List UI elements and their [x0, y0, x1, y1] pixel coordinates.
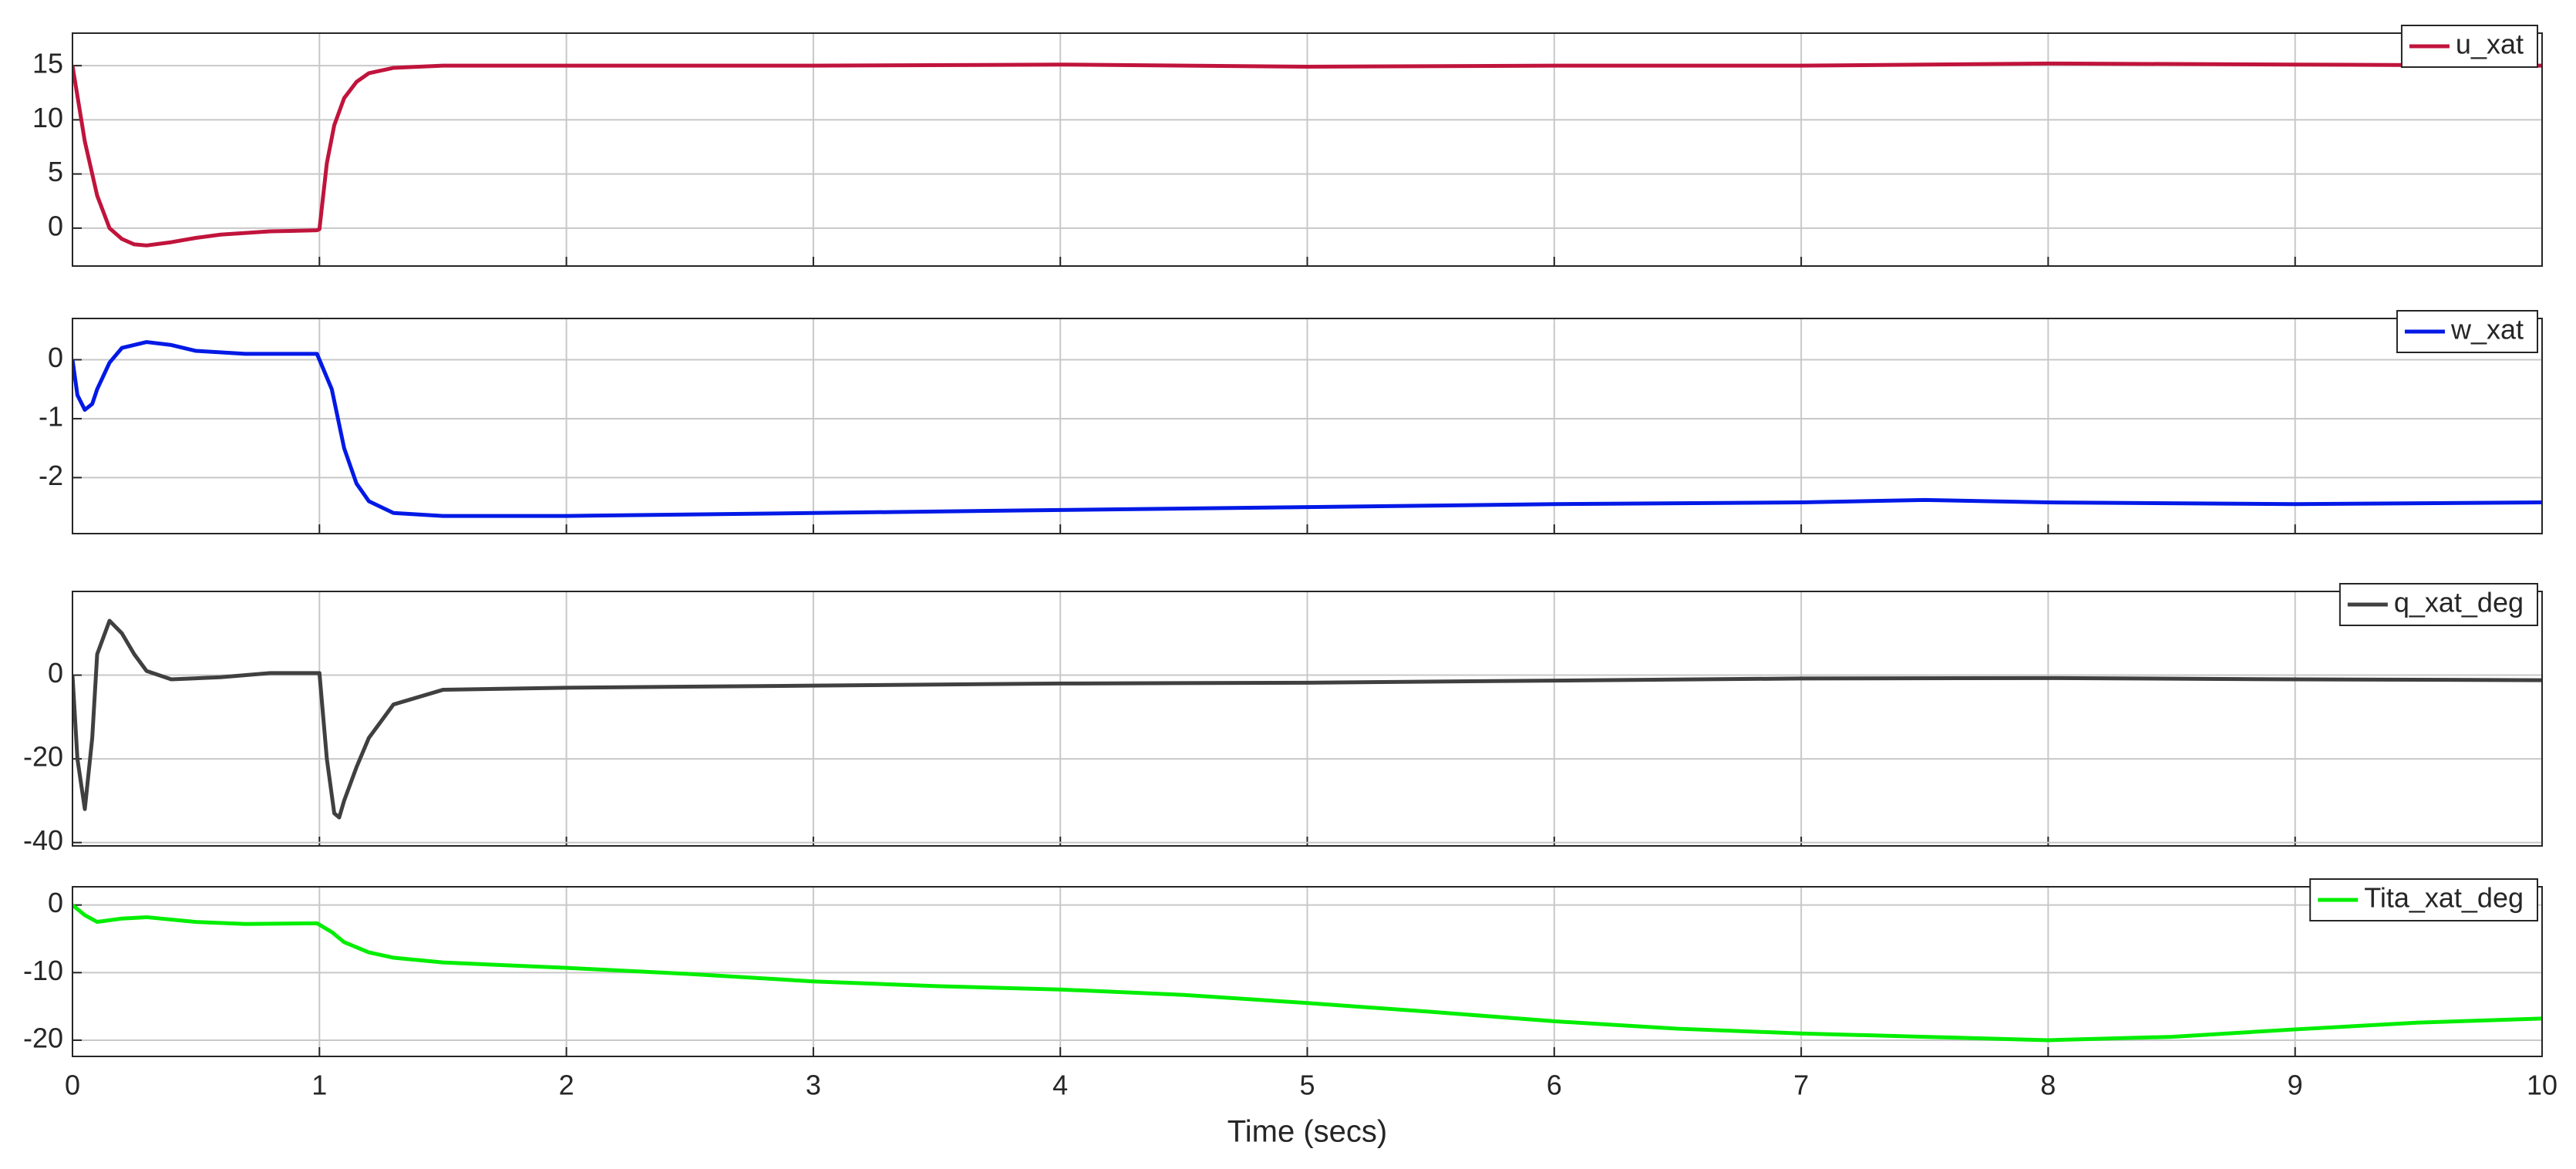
legend-label: q_xat_deg: [2394, 587, 2524, 618]
legend-label: u_xat: [2456, 29, 2524, 60]
series-line: [72, 903, 2542, 1043]
y-tick-label: 15: [32, 48, 63, 79]
x-tick-label: 8: [2040, 1070, 2056, 1101]
x-tick-label: 3: [806, 1070, 821, 1101]
x-tick-label: 1: [311, 1070, 327, 1101]
legend: w_xat: [2396, 310, 2538, 353]
x-tick-label: 7: [1793, 1070, 1809, 1101]
legend: q_xat_deg: [2339, 583, 2538, 626]
plot-frame: [72, 32, 2543, 267]
x-tick-label: 9: [2288, 1070, 2303, 1101]
legend-label: w_xat: [2450, 314, 2524, 345]
y-tick-label: -20: [23, 1022, 63, 1053]
plot-frame: [72, 318, 2543, 534]
legend: Tita_xat_deg: [2309, 878, 2538, 921]
x-tick-label: 2: [559, 1070, 574, 1101]
y-tick-label: -1: [39, 400, 63, 432]
x-axis-label: Time (secs): [1227, 1115, 1387, 1149]
y-tick-label: -20: [23, 741, 63, 773]
series-line: [72, 340, 2542, 518]
y-tick-label: 10: [32, 102, 63, 133]
y-tick-label: -2: [39, 460, 63, 491]
x-tick-label: 10: [2527, 1070, 2557, 1101]
y-tick-label: 0: [48, 342, 63, 373]
legend: u_xat: [2400, 25, 2538, 68]
y-tick-label: -10: [23, 955, 63, 986]
y-tick-label: 5: [48, 156, 63, 187]
plot-frame: [72, 591, 2543, 847]
y-tick-label: 0: [48, 210, 63, 241]
x-tick-label: 6: [1547, 1070, 1562, 1101]
legend-label: Tita_xat_deg: [2364, 882, 2524, 914]
y-tick-label: -40: [23, 824, 63, 856]
legend-box: [2309, 878, 2538, 921]
y-tick-label: 0: [48, 657, 63, 689]
subplot: -40 -20 0 q_xat_deg: [23, 583, 2543, 856]
x-tick-label: 4: [1052, 1070, 1068, 1101]
x-tick-label: 0: [65, 1070, 80, 1101]
subplot: -2 -1 0 w_xat: [39, 310, 2543, 534]
subplot: 0 5 10 15 u_xat: [32, 25, 2543, 267]
series-line: [72, 618, 2542, 820]
y-tick-label: 0: [48, 887, 63, 918]
series-line: [72, 61, 2542, 248]
plot-frame: [72, 886, 2543, 1057]
x-tick-label: 5: [1299, 1070, 1315, 1101]
subplot: 0 1 2 3 4 5 6 7 8 9 10 -20 -10 0 Tita_xat_deg Time (sec…: [23, 878, 2557, 1149]
